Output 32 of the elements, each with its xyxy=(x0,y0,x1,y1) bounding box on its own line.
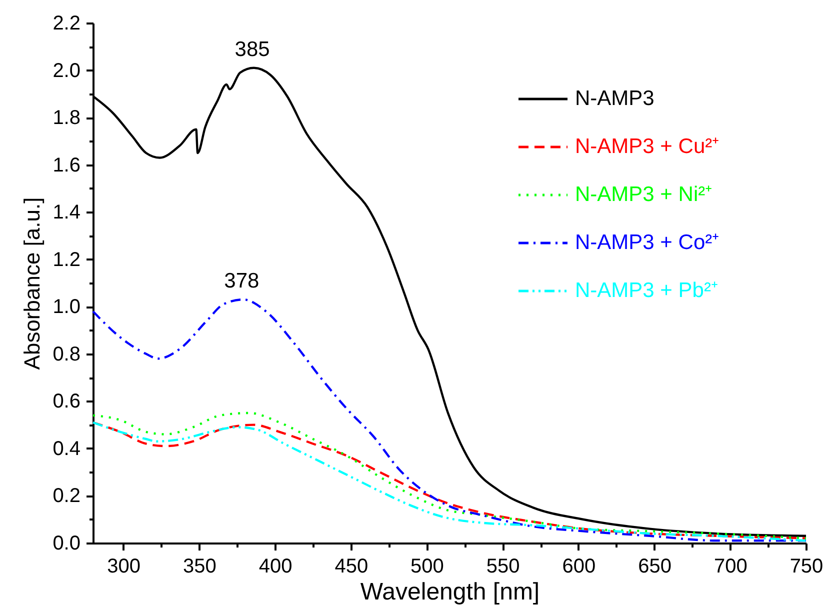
x-tick-label: 550 xyxy=(486,556,520,578)
x-tick-label: 700 xyxy=(714,556,748,578)
x-tick-label: 300 xyxy=(107,556,141,578)
legend-label: N-AMP3 + Co²⁺ xyxy=(575,231,720,254)
y-tick-label: 2.0 xyxy=(52,60,80,82)
y-tick-label: 0.2 xyxy=(52,485,80,508)
annotation: 378 xyxy=(224,270,260,293)
y-tick-label: 0.0 xyxy=(52,532,80,554)
y-tick-label: 0.6 xyxy=(52,390,80,413)
legend-label: N-AMP3 + Pb²⁺ xyxy=(575,279,718,302)
line-series xyxy=(92,298,808,542)
y-tick-label: 1.2 xyxy=(52,248,80,271)
y-tick-label: 2.2 xyxy=(52,12,80,34)
y-axis-title: Absorbance [a.u.] xyxy=(20,197,45,370)
y-tick-label: 1.8 xyxy=(52,107,80,130)
x-tick-label: 450 xyxy=(334,556,368,578)
x-tick-label: 400 xyxy=(258,556,292,578)
y-tick-label: 1.0 xyxy=(52,296,80,318)
x-tick-label: 350 xyxy=(183,556,216,578)
y-tick-label: 0.4 xyxy=(52,438,80,460)
y-tick-label: 0.8 xyxy=(52,343,80,366)
legend-label: N-AMP3 + Ni²⁺ xyxy=(575,183,712,206)
y-tick-label: 1.4 xyxy=(52,202,80,224)
legend-label: N-AMP3 xyxy=(575,87,654,110)
annotation: 385 xyxy=(234,38,270,61)
x-tick-label: 750 xyxy=(790,556,824,578)
legend-label: N-AMP3 + Cu²⁺ xyxy=(575,135,720,158)
x-tick-label: 500 xyxy=(410,556,444,578)
x-axis-title: Wavelength [nm] xyxy=(360,578,540,606)
x-tick-label: 600 xyxy=(562,556,596,578)
x-tick-label: 650 xyxy=(638,556,672,578)
y-tick-label: 1.6 xyxy=(52,154,80,176)
